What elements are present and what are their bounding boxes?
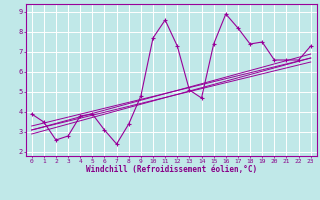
X-axis label: Windchill (Refroidissement éolien,°C): Windchill (Refroidissement éolien,°C): [86, 165, 257, 174]
